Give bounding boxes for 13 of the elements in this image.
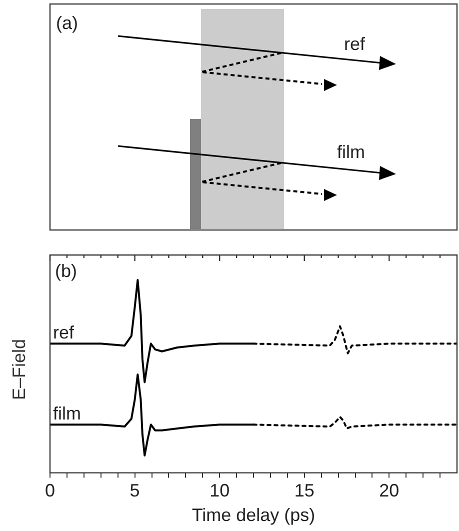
x-tick-label: 5	[130, 480, 140, 501]
x-axis-title: Time delay (ps)	[192, 505, 316, 526]
x-tick-label: 0	[44, 480, 56, 501]
text: ref	[344, 34, 366, 54]
text: film	[337, 142, 365, 162]
x-tick-label: 10	[210, 480, 230, 501]
series-label: ref	[53, 322, 76, 343]
y-axis-title: E–Field	[9, 338, 29, 400]
x-tick-label: 20	[379, 480, 400, 501]
annotation: (b)	[55, 261, 77, 281]
text: (a)	[56, 13, 78, 33]
series-label: film	[53, 404, 81, 424]
x-tick-label: 15	[294, 480, 314, 501]
